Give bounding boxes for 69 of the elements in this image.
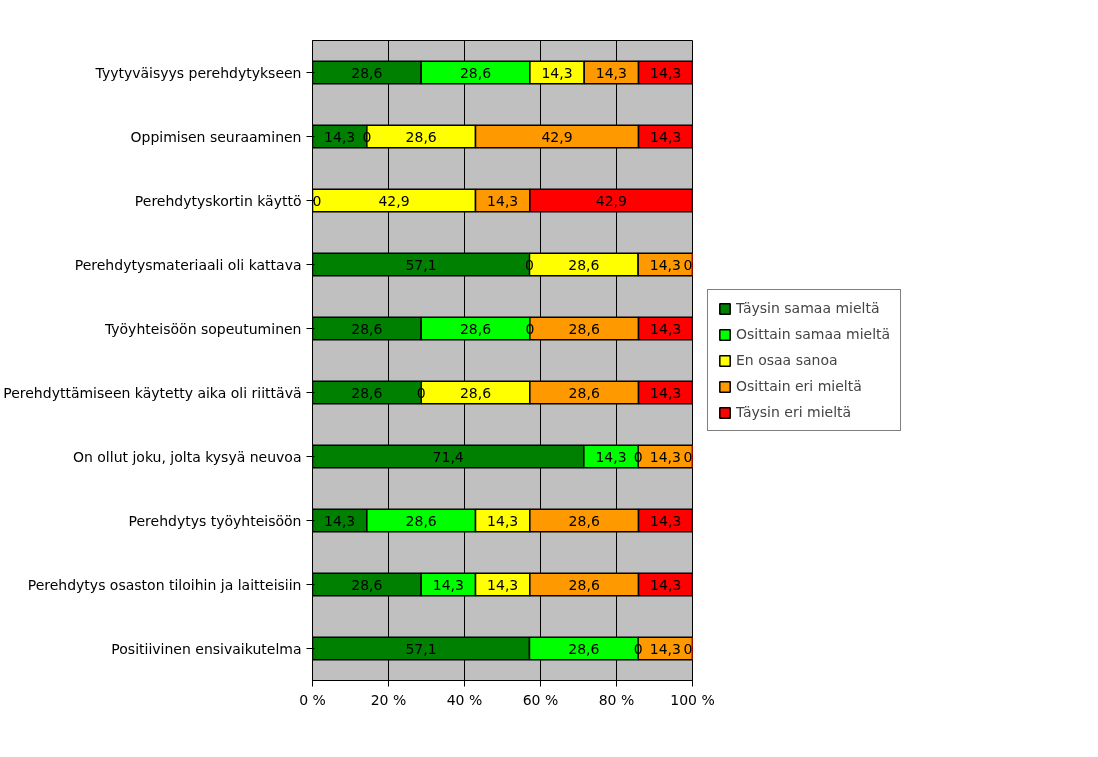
- data-label: 28,6: [405, 128, 437, 145]
- data-label: 14,3: [324, 128, 356, 145]
- data-label: 28,6: [459, 384, 492, 401]
- data-label: 28,6: [459, 320, 492, 337]
- data-label: 14,3: [650, 320, 682, 337]
- y-tick-label: Perehdytyskortin käyttö: [134, 192, 302, 209]
- data-label: 14,3: [650, 576, 682, 593]
- data-label: 14,3: [650, 512, 682, 529]
- data-label: 0: [683, 448, 693, 465]
- y-tick-label: Oppimisen seuraaminen: [130, 128, 302, 145]
- data-label: 28,6: [405, 512, 437, 529]
- legend-label: En osaa sanoa: [736, 352, 838, 368]
- data-label: 28,6: [568, 640, 600, 657]
- data-label: 0: [362, 128, 372, 145]
- data-label: 28,6: [568, 320, 600, 337]
- y-tick-label: Perehdyttämiseen käytetty aika oli riittävä: [3, 384, 302, 401]
- data-label: 14,3: [541, 64, 573, 81]
- x-tick-label: 20 %: [370, 691, 407, 708]
- data-label: 28,6: [568, 576, 600, 593]
- data-label: 28,6: [351, 64, 383, 81]
- data-label: 0: [683, 256, 693, 273]
- data-label: 0: [633, 448, 643, 465]
- y-tick-label: On ollut joku, jolta kysyä neuvoa: [72, 448, 302, 465]
- data-label: 14,3: [650, 128, 682, 145]
- legend-label: Täysin samaa mieltä: [736, 300, 880, 316]
- data-label: 14,3: [432, 576, 464, 593]
- x-tick-label: 60 %: [522, 691, 559, 708]
- data-label: 28,6: [351, 320, 383, 337]
- data-label: 28,6: [568, 512, 600, 529]
- data-label: 14,3: [487, 512, 519, 529]
- data-label: 42,9: [595, 192, 627, 209]
- y-tick-label: Perehdytys työyhteisöön: [128, 512, 302, 529]
- data-label: 14,3: [324, 512, 356, 529]
- data-label: 42,9: [378, 192, 410, 209]
- data-label: 42,9: [541, 128, 573, 145]
- data-label: 28,6: [351, 384, 383, 401]
- data-label: 0: [525, 320, 535, 337]
- data-label: 0: [633, 640, 643, 657]
- data-label: 28,6: [568, 384, 600, 401]
- data-label: 14,3: [649, 640, 681, 657]
- y-tick-label: Positiivinen ensivaikutelma: [111, 640, 302, 657]
- legend-label: Täysin eri mieltä: [736, 404, 852, 420]
- x-tick-label: 0 %: [299, 691, 326, 708]
- data-label: 14,3: [649, 448, 681, 465]
- y-tick-label: Perehdytys osaston tiloihin ja laitteisiin: [27, 576, 302, 593]
- data-label: 28,6: [459, 64, 492, 81]
- data-label: 71,4: [432, 448, 464, 465]
- legend-label: Osittain eri mieltä: [736, 378, 862, 394]
- data-label: 57,1: [405, 256, 437, 273]
- data-label: 14,3: [650, 384, 682, 401]
- data-label: 14,3: [487, 576, 519, 593]
- data-label: 14,3: [649, 256, 681, 273]
- data-label: 28,6: [568, 256, 600, 273]
- data-label: 14,3: [650, 64, 682, 81]
- data-label: 0: [312, 192, 322, 209]
- data-label: 0: [683, 640, 693, 657]
- data-label: 57,1: [405, 640, 437, 657]
- legend-label: Osittain samaa mieltä: [736, 326, 891, 342]
- data-label: 0: [416, 384, 426, 401]
- data-label: 28,6: [351, 576, 383, 593]
- data-label: 14,3: [487, 192, 519, 209]
- x-tick-label: 100 %: [670, 691, 715, 708]
- x-tick-label: 80 %: [598, 691, 635, 708]
- data-label: 14,3: [595, 448, 627, 465]
- y-tick-label: Perehdytysmateriaali oli kattava: [74, 256, 302, 273]
- y-tick-label: Työyhteisöön sopeutuminen: [103, 320, 302, 337]
- x-tick-label: 40 %: [446, 691, 483, 708]
- y-tick-label: Tyytyväisyys perehdytykseen: [94, 64, 302, 81]
- data-label: 14,3: [595, 64, 627, 81]
